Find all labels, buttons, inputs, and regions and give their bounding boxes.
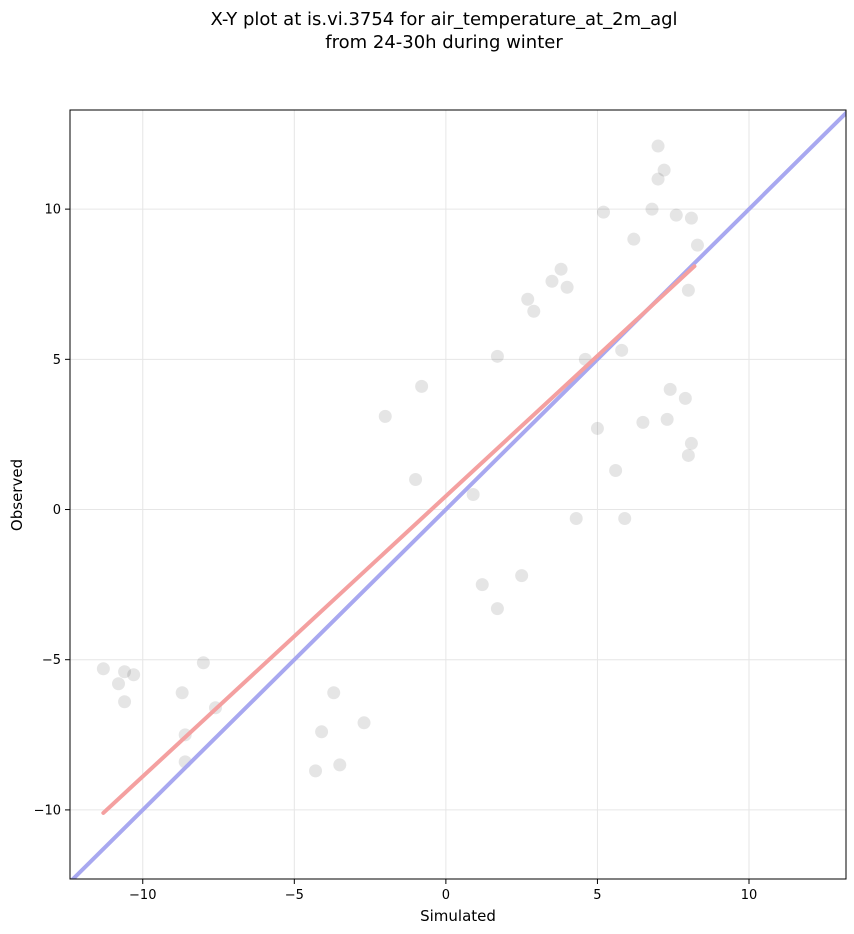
x-tick-label: −10 <box>129 888 156 903</box>
y-tick-label: −5 <box>42 653 61 668</box>
x-tick-label: 0 <box>442 888 450 903</box>
y-tick-label: −10 <box>34 803 61 818</box>
data-point <box>690 238 704 252</box>
data-point <box>415 379 429 393</box>
data-point <box>681 283 695 297</box>
data-point <box>127 668 141 682</box>
data-point <box>327 686 341 700</box>
identity-line <box>70 111 846 879</box>
data-point <box>669 208 683 222</box>
data-point <box>96 662 110 676</box>
data-point <box>660 412 674 426</box>
x-tick-label: 10 <box>741 888 758 903</box>
data-point <box>590 421 604 435</box>
x-tick-label: 5 <box>593 888 601 903</box>
data-point <box>466 488 480 501</box>
data-point <box>560 280 574 294</box>
data-point <box>627 232 641 246</box>
data-point <box>554 262 568 276</box>
scatter-points <box>96 139 704 778</box>
data-point <box>357 716 371 730</box>
data-point <box>118 665 132 679</box>
y-axis-ticks: −10 −5 0 5 10 <box>34 203 70 818</box>
data-point <box>597 205 610 219</box>
grid-lines <box>70 110 846 879</box>
y-axis-label: Observed <box>8 459 26 531</box>
y-tick-label: 5 <box>53 353 61 368</box>
data-point <box>378 409 392 423</box>
data-point <box>521 292 535 306</box>
data-point <box>515 569 529 583</box>
data-point <box>569 512 583 526</box>
data-point <box>527 304 541 318</box>
y-tick-label: 10 <box>44 203 61 218</box>
data-point <box>645 202 659 216</box>
plot-frame <box>69 109 847 880</box>
data-point <box>309 764 323 778</box>
data-point <box>618 512 632 526</box>
x-axis-label: Simulated <box>420 907 496 925</box>
reference-lines <box>70 111 846 879</box>
data-point <box>651 139 665 153</box>
data-point <box>615 343 629 357</box>
data-point <box>112 677 125 691</box>
data-point <box>678 391 692 405</box>
data-point <box>657 163 671 177</box>
data-point <box>636 415 650 429</box>
x-tick-label: −5 <box>285 888 304 903</box>
data-point <box>609 463 623 477</box>
data-point <box>196 656 210 670</box>
data-point <box>545 274 559 288</box>
data-point <box>684 436 698 450</box>
data-point <box>333 758 347 772</box>
data-point <box>118 695 132 709</box>
data-point <box>681 448 695 462</box>
data-point <box>651 172 665 186</box>
data-point <box>490 602 504 616</box>
data-point <box>315 725 329 739</box>
data-point <box>490 349 504 363</box>
data-point <box>409 472 423 486</box>
data-point <box>175 686 189 700</box>
x-axis-ticks: −10 −5 0 5 10 <box>129 879 757 903</box>
chart-title-line-1: X-Y plot at is.vi.3754 for air_temperatu… <box>210 9 677 30</box>
data-point <box>663 382 677 396</box>
data-point <box>684 211 698 225</box>
regression-line <box>101 264 697 815</box>
chart-title-line-2: from 24-30h during winter <box>325 32 563 53</box>
data-point <box>475 578 489 592</box>
y-tick-label: 0 <box>53 503 61 518</box>
